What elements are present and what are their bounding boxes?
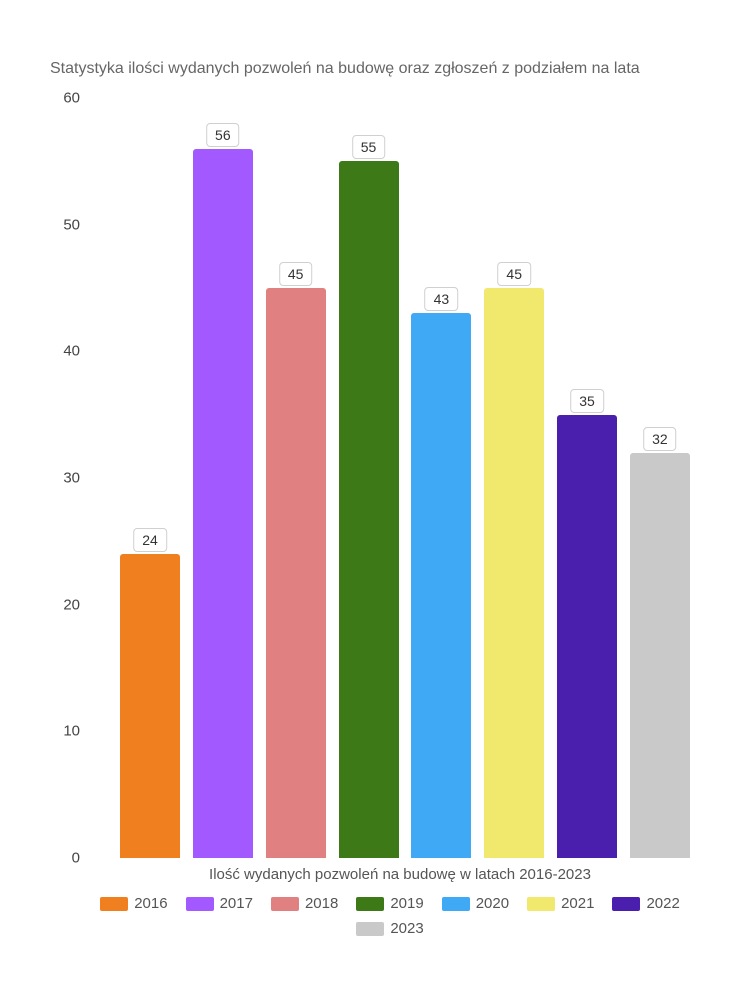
bar-slot: 56: [193, 149, 253, 858]
chart-container: Statystyka ilości wydanych pozwoleń na b…: [50, 60, 710, 960]
bar: [630, 453, 690, 858]
bar-slot: 43: [411, 313, 471, 858]
legend-swatch: [442, 897, 470, 911]
bar-value-label: 45: [279, 262, 313, 286]
legend-swatch: [271, 897, 299, 911]
bar: [266, 288, 326, 858]
y-tick-label: 60: [63, 90, 80, 107]
legend-label: 2021: [561, 895, 594, 912]
x-axis-label: Ilość wydanych pozwoleń na budowę w lata…: [90, 866, 710, 883]
legend: 2016 2017 2018 2019 2020 2021 2022 2023: [90, 895, 690, 937]
legend-item: 2023: [356, 920, 423, 937]
legend-swatch: [356, 922, 384, 936]
bar-slot: 55: [339, 161, 399, 858]
bar-value-label: 35: [570, 389, 604, 413]
bar: [557, 415, 617, 858]
y-tick-label: 20: [63, 596, 80, 613]
bar-value-label: 56: [206, 123, 240, 147]
legend-swatch: [527, 897, 555, 911]
legend-label: 2023: [390, 920, 423, 937]
legend-label: 2022: [646, 895, 679, 912]
bar-slot: 35: [557, 415, 617, 858]
legend-label: 2019: [390, 895, 423, 912]
legend-swatch: [186, 897, 214, 911]
legend-swatch: [100, 897, 128, 911]
bar-slot: 45: [484, 288, 544, 858]
bar-slot: 24: [120, 554, 180, 858]
legend-label: 2018: [305, 895, 338, 912]
plot-area: 0102030405060 2456455543453532: [90, 98, 710, 858]
legend-item: 2021: [527, 895, 594, 912]
bar-value-label: 45: [497, 262, 531, 286]
bar-value-label: 24: [133, 528, 167, 552]
legend-label: 2016: [134, 895, 167, 912]
bar-slot: 45: [266, 288, 326, 858]
bar: [120, 554, 180, 858]
bar-value-label: 43: [425, 287, 459, 311]
legend-item: 2017: [186, 895, 253, 912]
bar-slot: 32: [630, 453, 690, 858]
bar: [411, 313, 471, 858]
y-axis: 0102030405060: [50, 98, 85, 858]
bar: [339, 161, 399, 858]
bar-value-label: 55: [352, 135, 386, 159]
y-tick-label: 50: [63, 216, 80, 233]
chart-title: Statystyka ilości wydanych pozwoleń na b…: [50, 60, 710, 78]
legend-label: 2020: [476, 895, 509, 912]
legend-swatch: [356, 897, 384, 911]
legend-swatch: [612, 897, 640, 911]
y-tick-label: 10: [63, 723, 80, 740]
legend-item: 2019: [356, 895, 423, 912]
bar: [484, 288, 544, 858]
legend-item: 2020: [442, 895, 509, 912]
bars-area: 2456455543453532: [120, 98, 690, 858]
y-tick-label: 0: [72, 850, 80, 867]
legend-label: 2017: [220, 895, 253, 912]
legend-item: 2016: [100, 895, 167, 912]
y-tick-label: 40: [63, 343, 80, 360]
legend-item: 2018: [271, 895, 338, 912]
y-tick-label: 30: [63, 470, 80, 487]
legend-item: 2022: [612, 895, 679, 912]
bar: [193, 149, 253, 858]
bar-value-label: 32: [643, 427, 677, 451]
